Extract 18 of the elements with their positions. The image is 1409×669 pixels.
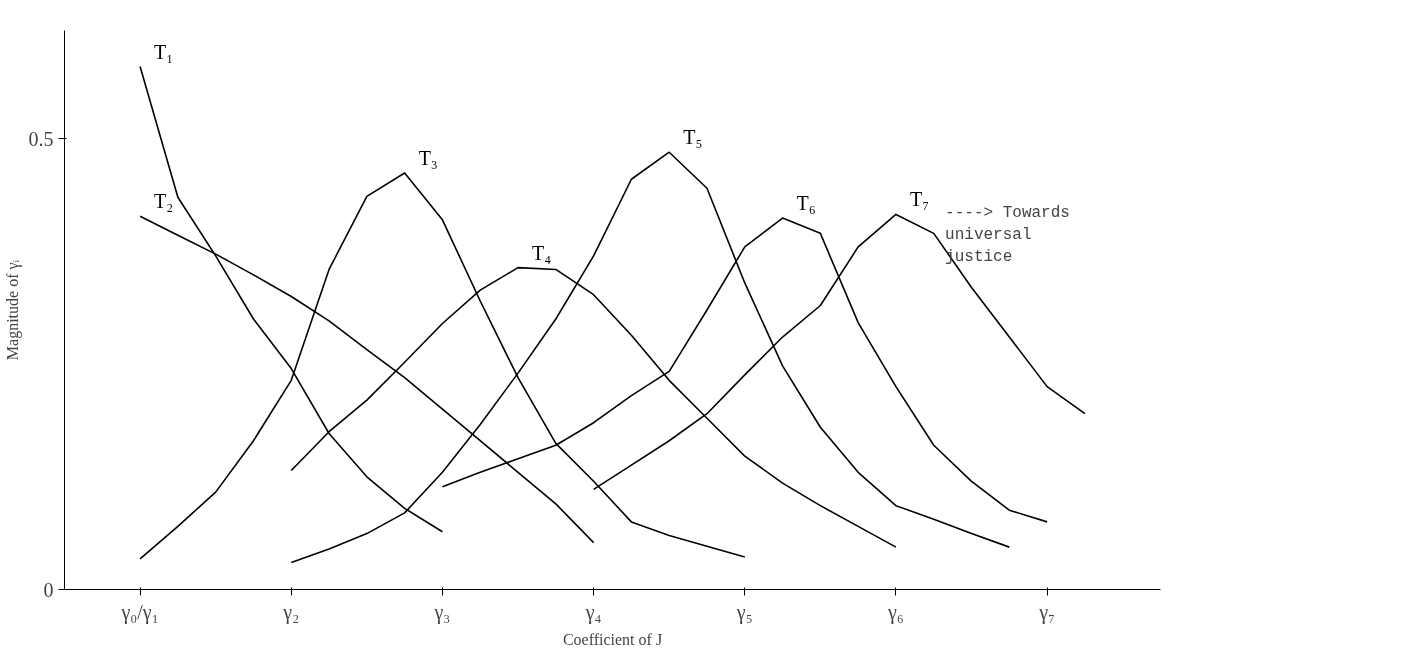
x-tick-label: γ₅ — [735, 600, 753, 624]
series-label: T₁ — [154, 40, 174, 63]
x-tick-label: γ₇ — [1038, 600, 1056, 624]
series-label: T₄ — [532, 241, 552, 264]
x-tick-label: γ₆ — [887, 600, 904, 624]
series-label: T₅ — [683, 126, 703, 149]
y-axis-title: Magnitude of γᵢ — [3, 259, 22, 361]
series-label: T₇ — [909, 188, 930, 211]
series-label: T₆ — [796, 192, 816, 215]
y-tick-label: 0 — [43, 578, 54, 601]
x-tick-label: γ₀/γ₁ — [120, 600, 159, 624]
y-tick-label: 0.5 — [28, 127, 54, 150]
x-axis-title: Coefficient of J — [562, 630, 663, 648]
x-tick-label: γ₂ — [282, 600, 300, 624]
series-label: T₂ — [154, 190, 174, 213]
x-tick-label: γ₃ — [433, 600, 451, 624]
series-label: T₃ — [418, 146, 438, 169]
x-tick-label: γ₄ — [584, 600, 602, 624]
